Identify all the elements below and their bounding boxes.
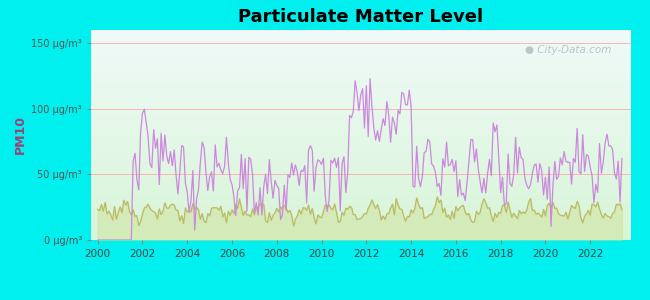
Text: ● City-Data.com: ● City-Data.com: [525, 45, 612, 55]
Y-axis label: PM10: PM10: [14, 116, 27, 154]
Title: Particulate Matter Level: Particulate Matter Level: [238, 8, 484, 26]
